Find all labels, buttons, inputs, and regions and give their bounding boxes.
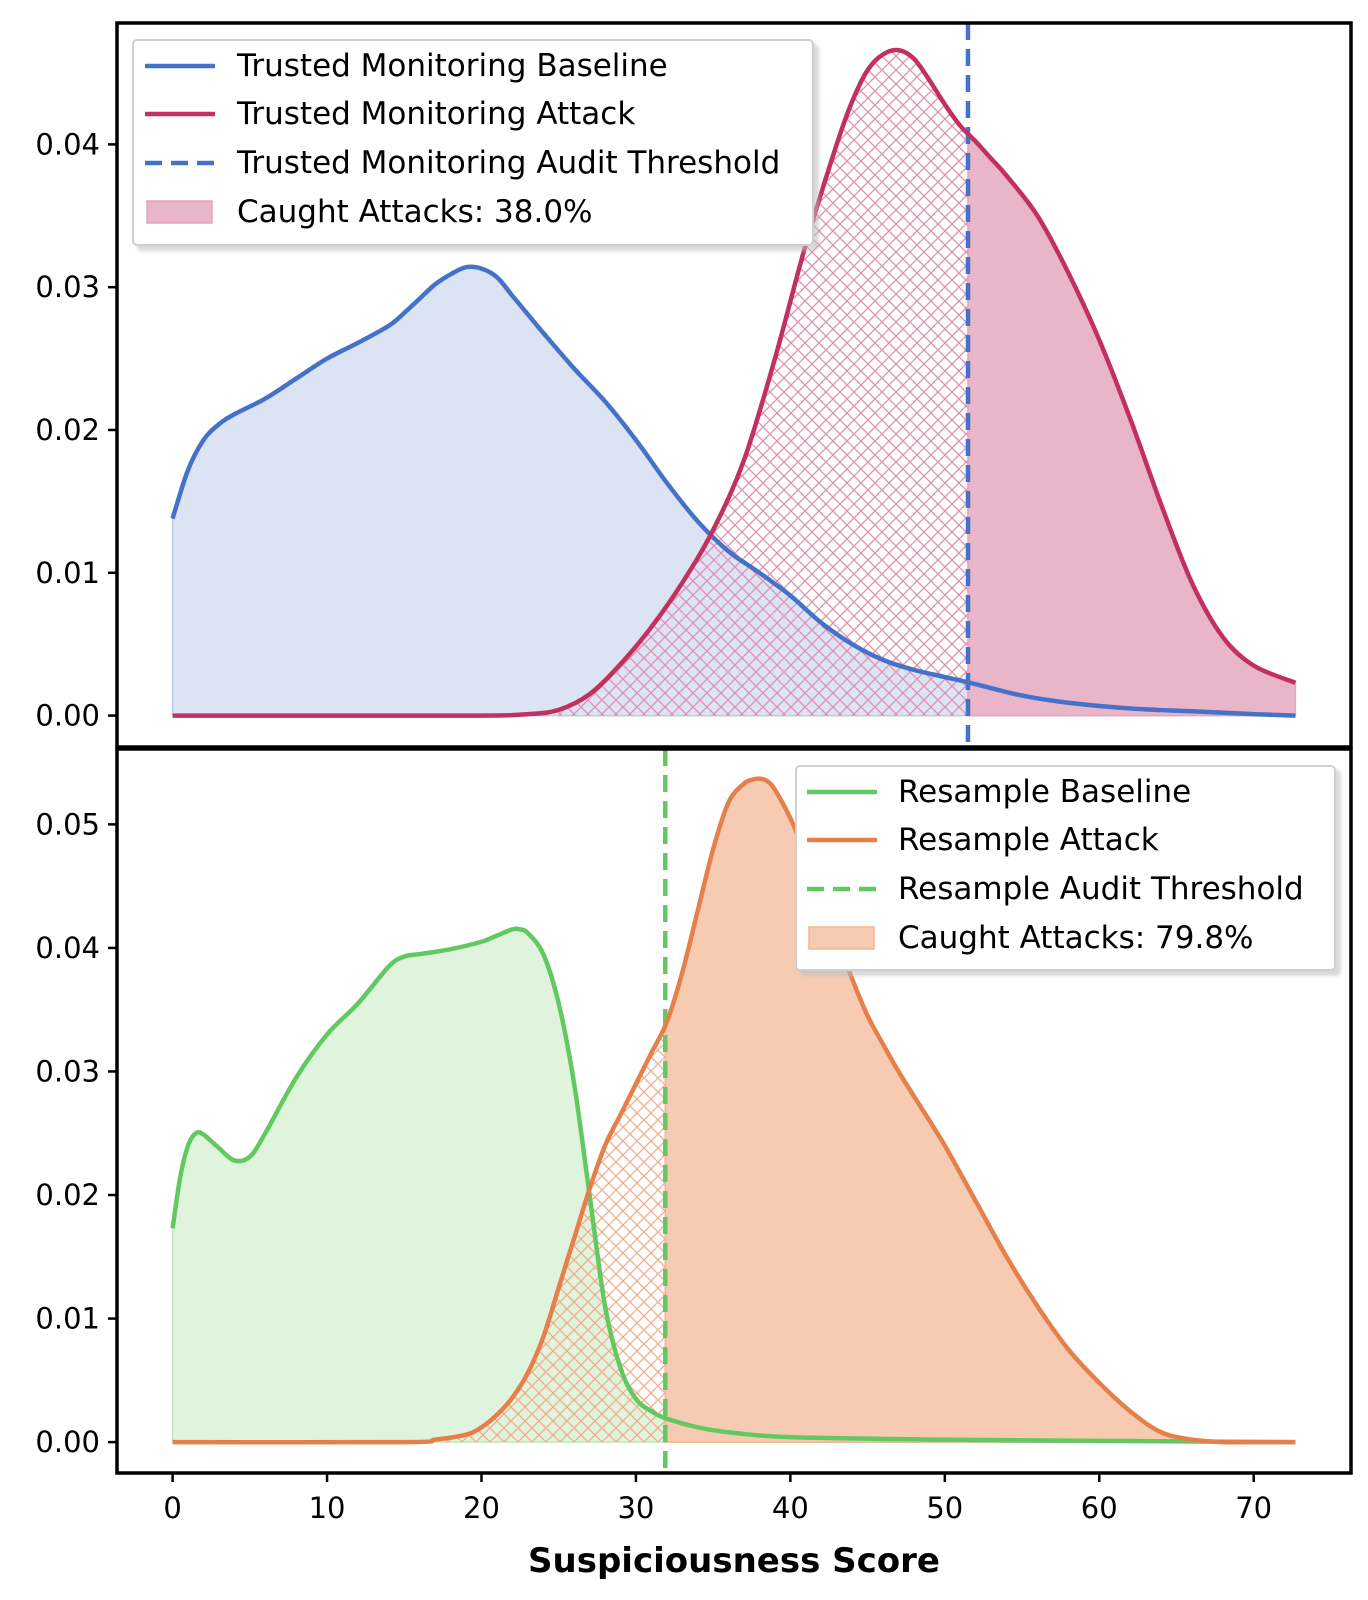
x-tick-label: 20 bbox=[463, 1491, 500, 1525]
y-tick-label: 0.03 bbox=[35, 1054, 100, 1088]
trusted-monitoring-attack-line bbox=[172, 47, 1297, 718]
bottom-legend-label-caught: Caught Attacks: 79.8% bbox=[898, 920, 1254, 956]
bottom-panel: 0.00 0.01 0.02 0.03 0.04 0.05 0 10 20 30 40 50 60 70… bbox=[35, 747, 1353, 1525]
y-tick-label: 0.00 bbox=[35, 699, 100, 733]
top-legend bbox=[132, 39, 814, 246]
bottom-legend-label-baseline: Resample Baseline bbox=[898, 774, 1191, 810]
top-panel: 0.00 0.01 0.02 0.03 0.04 Trusted Monitoring … bbox=[35, 21, 1353, 749]
top-legend-label-threshold: Trusted Monitoring Audit Threshold bbox=[236, 145, 780, 181]
x-axis: 0 10 20 30 40 50 60 70 bbox=[163, 1473, 1272, 1525]
x-tick-label: 50 bbox=[926, 1491, 963, 1525]
x-tick-label: 40 bbox=[772, 1491, 809, 1525]
x-tick-label: 30 bbox=[617, 1491, 654, 1525]
y-tick-label: 0.02 bbox=[35, 413, 100, 447]
resample-baseline-line bbox=[170, 926, 1296, 1445]
y-tick-label: 0.04 bbox=[35, 931, 100, 965]
x-tick-label: 70 bbox=[1235, 1491, 1272, 1525]
bottom-legend-label-threshold: Resample Audit Threshold bbox=[898, 871, 1304, 907]
top-legend-box bbox=[132, 39, 814, 246]
bottom-legend-label-attack: Resample Attack bbox=[898, 822, 1159, 858]
bottom-legend-swatch-caught bbox=[808, 926, 875, 950]
y-tick-label: 0.01 bbox=[35, 1302, 100, 1336]
x-tick-label: 60 bbox=[1081, 1491, 1118, 1525]
top-legend-label-attack: Trusted Monitoring Attack bbox=[236, 96, 635, 132]
top-y-axis: 0.00 0.01 0.02 0.03 0.04 bbox=[35, 127, 117, 733]
bottom-legend-box bbox=[795, 765, 1336, 971]
bottom-legend bbox=[795, 765, 1336, 971]
resample-attack-line bbox=[172, 776, 1296, 1445]
y-tick-label: 0.01 bbox=[35, 556, 100, 590]
trusted-monitoring-uncaught-hatch bbox=[172, 50, 968, 716]
resample-uncaught-hatch bbox=[172, 1025, 666, 1443]
top-plot-frame bbox=[115, 21, 1353, 749]
y-tick-label: 0.02 bbox=[35, 1178, 100, 1212]
top-legend-label-caught: Caught Attacks: 38.0% bbox=[237, 194, 593, 230]
y-tick-label: 0.05 bbox=[35, 807, 100, 841]
top-legend-swatch-caught bbox=[146, 200, 213, 224]
y-tick-label: 0.04 bbox=[35, 127, 100, 161]
trusted-monitoring-baseline-line bbox=[170, 264, 1296, 718]
y-tick-label: 0.00 bbox=[35, 1425, 100, 1459]
bottom-plot-frame bbox=[115, 747, 1353, 1475]
bottom-y-axis: 0.00 0.01 0.02 0.03 0.04 0.05 bbox=[35, 807, 117, 1459]
top-legend-label-baseline: Trusted Monitoring Baseline bbox=[236, 48, 668, 84]
x-axis-label: Suspiciousness Score bbox=[528, 1541, 940, 1581]
y-tick-label: 0.03 bbox=[35, 270, 100, 304]
x-tick-label: 10 bbox=[309, 1491, 346, 1525]
x-tick-label: 0 bbox=[163, 1491, 181, 1525]
